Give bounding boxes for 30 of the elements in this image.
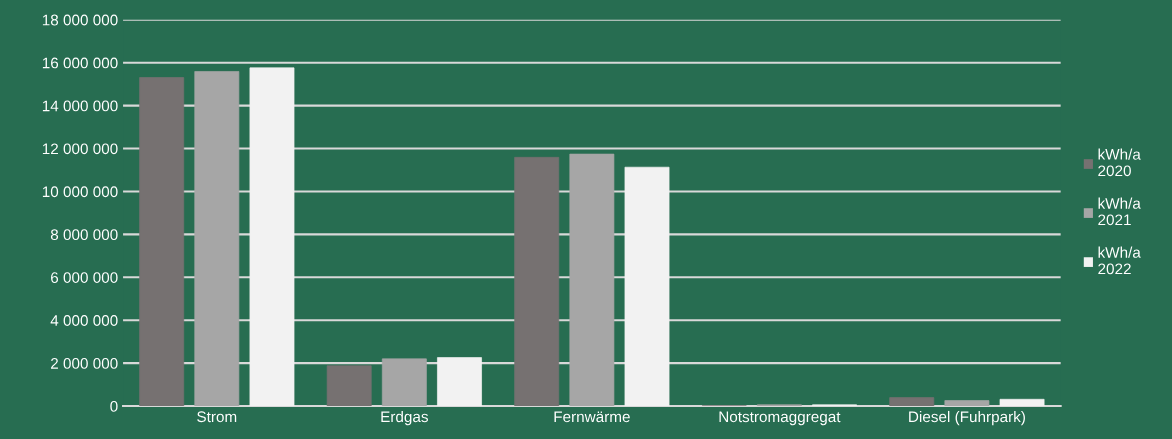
bar [999,398,1045,407]
bar [514,156,560,407]
bar [624,166,670,407]
x-tick-label: Strom [197,411,237,423]
bar [437,357,482,407]
bar [889,397,935,407]
y-tick-label: 18 000 000 [42,14,118,26]
y-tick-label: 16 000 000 [42,57,118,69]
bar [249,67,295,407]
y-tick-label: 12 000 000 [42,143,118,155]
y-tick-label: 2 000 000 [51,358,118,369]
legend-label: kWh/a 2020 [1098,148,1141,177]
legend-label: kWh/a 2021 [1098,197,1141,226]
bar [944,400,990,407]
x-tick-label: Fernwärme [554,411,630,423]
bar [381,358,427,407]
bar [139,77,185,407]
y-tick-label: 8 000 000 [50,229,118,241]
y-tick-label: 0 [110,400,118,412]
y-tick-label: 10 000 000 [42,186,118,198]
x-tick-label: Notstromaggregat [719,411,841,426]
bar [194,71,240,407]
y-tick-label: 4 000 000 [50,315,118,326]
legend-label: kWh/a 2022 [1098,246,1141,275]
x-tick-label: Erdgas [381,410,428,426]
y-tick-label: 6 000 000 [51,272,118,283]
y-tick-label: 14 000 000 [42,100,118,112]
bar [569,153,615,407]
x-tick-label: Diesel (Fuhrpark) [909,410,1025,426]
bar [326,365,372,407]
